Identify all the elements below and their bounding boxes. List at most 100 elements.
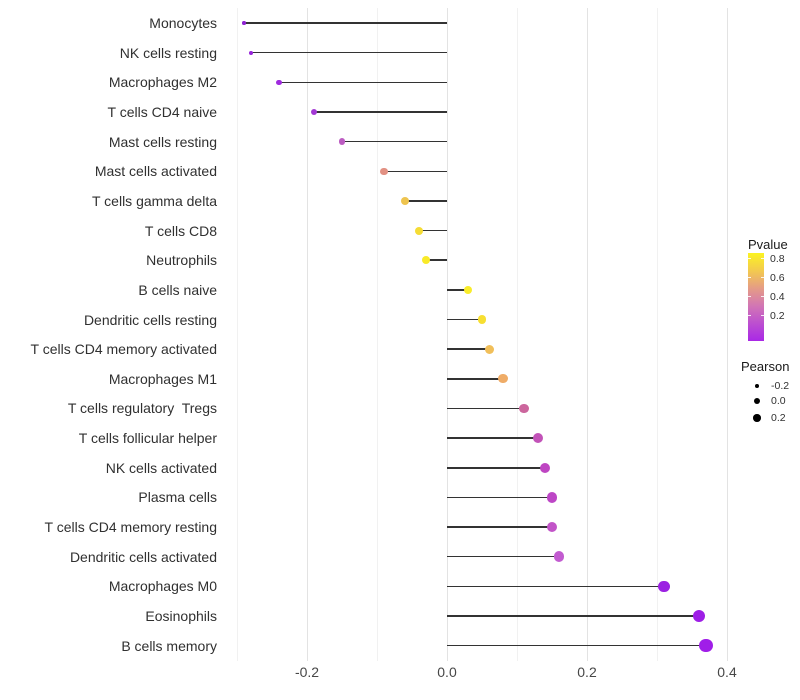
pvalue-tick-label: 0.4 — [770, 291, 785, 303]
lollipop-stem — [447, 555, 559, 558]
lollipop-dot — [553, 551, 565, 563]
lollipop-dot — [338, 138, 346, 145]
lollipop-dot — [699, 639, 713, 653]
y-axis-label: B cells memory — [121, 637, 217, 654]
pearson-size-dot — [753, 414, 761, 422]
lollipop-stem — [447, 348, 489, 350]
lollipop-dot — [242, 21, 246, 25]
pvalue-tick-mark — [761, 296, 764, 297]
lollipop-stem — [384, 170, 447, 172]
gridline-minor — [237, 8, 238, 661]
lollipop-stem — [447, 407, 524, 410]
lollipop-stem — [447, 585, 664, 588]
pvalue-tick-label: 0.8 — [770, 253, 785, 265]
lollipop-stem — [447, 437, 538, 439]
lollipop-stem — [405, 200, 447, 202]
pvalue-tick-mark — [748, 315, 751, 316]
y-axis-label: Mast cells resting — [108, 133, 217, 150]
legend-title-pearson: Pearson — [741, 359, 790, 374]
lollipop-dot — [658, 580, 670, 593]
pearson-size-label: -0.2 — [771, 380, 790, 392]
lollipop-stem — [447, 318, 482, 321]
x-axis-tick-label: -0.2 — [294, 664, 320, 680]
lollipop-dot — [692, 609, 706, 623]
y-axis-label: Dendritic cells activated — [69, 548, 217, 565]
pvalue-tick-mark — [761, 277, 764, 278]
lollipop-dot — [463, 285, 473, 295]
gridline-minor — [657, 8, 658, 661]
gridline-major — [587, 8, 588, 661]
lollipop-stem — [447, 526, 552, 528]
y-axis-label: T cells CD8 — [144, 222, 217, 239]
lollipop-dot — [539, 462, 551, 473]
gridline-major — [727, 8, 728, 661]
y-axis-label: T cells follicular helper — [78, 430, 217, 447]
gridline-major — [447, 8, 448, 661]
pvalue-tick-label: 0.2 — [770, 310, 785, 322]
pvalue-tick-label: 0.6 — [770, 272, 785, 284]
gridline-major — [307, 8, 308, 661]
lollipop-dot — [546, 521, 558, 533]
pvalue-colorbar — [748, 253, 764, 341]
legend-title-pvalue: Pvalue — [748, 237, 788, 252]
lollipop-dot — [484, 344, 494, 354]
lollipop-dot — [477, 315, 487, 324]
y-axis-label: T cells CD4 memory activated — [30, 341, 217, 358]
pvalue-tick-mark — [748, 277, 751, 278]
lollipop-dot — [498, 374, 508, 384]
lollipop-stem — [447, 289, 468, 291]
lollipop-stem — [447, 496, 552, 499]
pvalue-tick-mark — [748, 258, 751, 259]
pvalue-tick-mark — [761, 315, 764, 316]
lollipop-dot — [546, 492, 558, 503]
gridline-minor — [377, 8, 378, 661]
lollipop-dot — [401, 196, 409, 205]
y-axis-label: NK cells resting — [119, 44, 217, 61]
gridline-minor — [517, 8, 518, 661]
lollipop-dot — [310, 108, 318, 116]
lollipop-stem — [447, 615, 699, 617]
y-axis-label: T cells gamma delta — [91, 192, 217, 209]
lollipop-stem — [314, 111, 447, 113]
lollipop-stem — [251, 51, 447, 54]
lollipop-stem — [342, 140, 447, 143]
y-axis-label: Eosinophils — [145, 608, 217, 624]
y-axis-label: Macrophages M0 — [108, 578, 217, 595]
y-axis-label: T cells CD4 memory resting — [44, 519, 217, 536]
pearson-size-label: 0.2 — [771, 412, 786, 424]
x-axis-tick-label: 0.4 — [717, 664, 737, 680]
y-axis-label: Mast cells activated — [94, 163, 217, 180]
pearson-size-dot — [754, 398, 760, 404]
y-axis-label: T cells regulatory Tregs — [67, 400, 217, 417]
lollipop-stem — [279, 81, 447, 84]
x-axis-tick-label: 0.2 — [577, 664, 597, 680]
y-axis-label: Dendritic cells resting — [83, 311, 217, 328]
y-axis-label: Monocytes — [149, 15, 217, 31]
y-axis-label: T cells CD4 naive — [107, 103, 217, 120]
y-axis-label: Macrophages M2 — [108, 74, 217, 91]
lollipop-dot — [415, 226, 423, 235]
lollipop-stem — [447, 378, 503, 380]
lollipop-stem — [244, 22, 447, 24]
y-axis-label: B cells naive — [138, 281, 217, 298]
lollipop-stem — [419, 229, 447, 232]
lollipop-dot — [519, 403, 529, 414]
lollipop-dot — [248, 50, 254, 55]
lollipop-dot — [421, 256, 431, 265]
lollipop-dot — [533, 433, 543, 444]
pearson-size-dot — [754, 383, 760, 389]
lollipop-stem — [447, 644, 706, 647]
y-axis-label: Macrophages M1 — [108, 370, 217, 387]
lollipop-stem — [426, 259, 447, 261]
pvalue-tick-mark — [761, 258, 764, 259]
y-axis-label: Neutrophils — [146, 252, 217, 269]
y-axis-label: Plasma cells — [138, 489, 217, 506]
lollipop-dot — [276, 79, 282, 85]
plot-panel — [222, 8, 740, 661]
x-axis-tick-label: 0.0 — [437, 664, 457, 680]
pearson-size-label: 0.0 — [771, 395, 786, 407]
lollipop-stem — [447, 467, 545, 469]
lollipop-dot — [380, 167, 388, 175]
y-axis-label: NK cells activated — [105, 459, 217, 476]
